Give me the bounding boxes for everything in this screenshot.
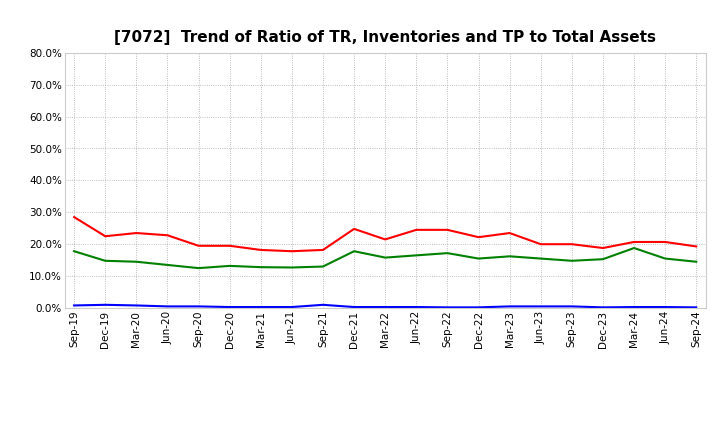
Trade Payables: [350, 249, 359, 254]
Inventories: [70, 303, 78, 308]
Trade Receivables: [567, 242, 576, 247]
Inventories: [350, 304, 359, 310]
Inventories: [661, 304, 670, 310]
Inventories: [443, 305, 451, 310]
Inventories: [598, 305, 607, 310]
Trade Receivables: [474, 235, 483, 240]
Inventories: [474, 305, 483, 310]
Trade Payables: [194, 265, 203, 271]
Line: Trade Receivables: Trade Receivables: [74, 217, 696, 251]
Inventories: [412, 304, 420, 310]
Inventories: [194, 304, 203, 309]
Line: Trade Payables: Trade Payables: [74, 248, 696, 268]
Trade Receivables: [319, 247, 328, 253]
Trade Receivables: [132, 231, 140, 236]
Trade Payables: [381, 255, 390, 260]
Trade Receivables: [692, 244, 701, 249]
Trade Payables: [630, 246, 639, 251]
Trade Payables: [412, 253, 420, 258]
Trade Receivables: [630, 239, 639, 245]
Trade Payables: [225, 263, 234, 268]
Trade Receivables: [350, 226, 359, 231]
Trade Payables: [505, 254, 514, 259]
Inventories: [225, 304, 234, 310]
Inventories: [256, 304, 265, 310]
Trade Payables: [319, 264, 328, 269]
Trade Receivables: [412, 227, 420, 232]
Trade Receivables: [661, 239, 670, 245]
Trade Payables: [132, 259, 140, 264]
Trade Payables: [101, 258, 109, 264]
Inventories: [536, 304, 545, 309]
Inventories: [505, 304, 514, 309]
Trade Receivables: [225, 243, 234, 249]
Trade Payables: [692, 259, 701, 264]
Trade Receivables: [381, 237, 390, 242]
Trade Receivables: [256, 247, 265, 253]
Inventories: [132, 303, 140, 308]
Trade Receivables: [163, 233, 172, 238]
Trade Payables: [598, 257, 607, 262]
Inventories: [101, 302, 109, 308]
Trade Receivables: [287, 249, 296, 254]
Trade Receivables: [101, 234, 109, 239]
Trade Payables: [70, 249, 78, 254]
Trade Receivables: [536, 242, 545, 247]
Trade Payables: [661, 256, 670, 261]
Trade Payables: [256, 264, 265, 270]
Trade Payables: [474, 256, 483, 261]
Trade Receivables: [194, 243, 203, 249]
Inventories: [319, 302, 328, 308]
Title: [7072]  Trend of Ratio of TR, Inventories and TP to Total Assets: [7072] Trend of Ratio of TR, Inventories…: [114, 29, 656, 45]
Inventories: [567, 304, 576, 309]
Trade Receivables: [505, 231, 514, 236]
Inventories: [630, 304, 639, 310]
Inventories: [163, 304, 172, 309]
Trade Payables: [536, 256, 545, 261]
Inventories: [381, 304, 390, 310]
Inventories: [692, 305, 701, 310]
Trade Payables: [567, 258, 576, 264]
Line: Inventories: Inventories: [74, 305, 696, 308]
Trade Payables: [443, 250, 451, 256]
Inventories: [287, 304, 296, 310]
Trade Receivables: [443, 227, 451, 232]
Trade Payables: [287, 265, 296, 270]
Trade Receivables: [598, 246, 607, 251]
Trade Payables: [163, 262, 172, 268]
Trade Receivables: [70, 214, 78, 220]
